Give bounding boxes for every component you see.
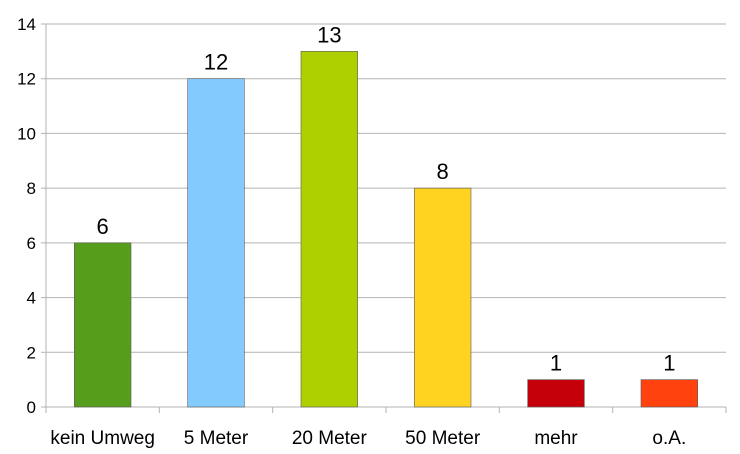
x-axis: kein Umweg 5 Meter 20 Meter 50 Meter mehr o.A… — [45, 406, 727, 449]
y-axis: 0 2 4 6 8 10 12 14 — [17, 15, 47, 417]
y-tick-label: 4 — [27, 289, 36, 308]
y-tick-label: 8 — [27, 179, 36, 198]
y-tick-label: 2 — [27, 343, 36, 362]
data-labels: 6 12 13 8 1 1 — [97, 22, 676, 375]
bar — [300, 51, 358, 408]
bar — [187, 78, 245, 408]
y-tick-label: 14 — [17, 15, 36, 34]
data-label: 8 — [437, 159, 449, 184]
data-label: 1 — [663, 351, 675, 376]
bar — [640, 379, 698, 408]
bar — [74, 242, 132, 408]
x-tick-label: 5 Meter — [184, 428, 249, 449]
y-tick-label: 6 — [27, 234, 36, 253]
y-tick-label: 0 — [27, 398, 36, 417]
data-label: 13 — [317, 22, 341, 47]
data-label: 6 — [97, 214, 109, 239]
bar — [527, 379, 585, 408]
data-label: 1 — [550, 351, 562, 376]
x-tick-label: 20 Meter — [292, 428, 368, 449]
x-tick-label: o.A. — [652, 428, 686, 449]
y-tick-label: 12 — [17, 70, 36, 89]
x-tick-label: 50 Meter — [405, 428, 481, 449]
bars — [74, 51, 698, 408]
x-tick-label: kein Umweg — [50, 428, 155, 449]
data-label: 12 — [204, 50, 228, 75]
bar — [414, 187, 472, 408]
gridlines — [46, 23, 726, 353]
x-tick-label: mehr — [534, 428, 578, 449]
y-tick-label: 10 — [17, 124, 36, 143]
